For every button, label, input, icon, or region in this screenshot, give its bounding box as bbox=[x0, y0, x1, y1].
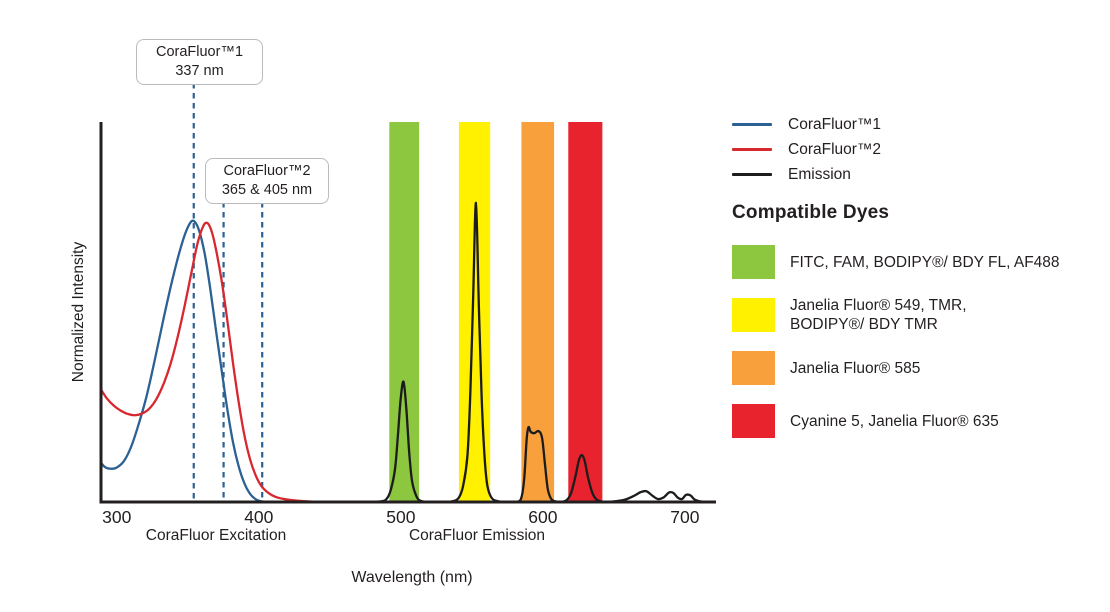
dye-item-label: Cyanine 5, Janelia Fluor® 635 bbox=[790, 412, 999, 430]
corafluor2-excitation-curve bbox=[99, 221, 331, 504]
filter-band-yellow bbox=[458, 122, 491, 502]
annotation-value: 365 & 405 nm bbox=[221, 182, 313, 198]
emission-section-label: CoraFluor Emission bbox=[408, 527, 546, 544]
annotation-value: 337 nm bbox=[175, 63, 224, 79]
annotation-title: CoraFluor™2 bbox=[223, 163, 311, 179]
legend-item: Emission bbox=[732, 162, 1107, 187]
emission-line-swatch bbox=[732, 173, 772, 176]
legend-item-label: CoraFluor™1 bbox=[788, 115, 882, 133]
compatible-dyes-heading: Compatible Dyes bbox=[732, 202, 890, 223]
corafluor1-excitation-curve bbox=[99, 219, 272, 504]
y-axis-title: Normalized Intensity bbox=[70, 241, 87, 383]
legend-item: CoraFluor™2 bbox=[732, 137, 1107, 162]
x-tick-label-300: 300 bbox=[102, 507, 131, 527]
corafluor1-line-swatch bbox=[732, 123, 772, 126]
dye-item-label: Janelia Fluor® 585 bbox=[790, 359, 921, 377]
legend-item-label: CoraFluor™2 bbox=[788, 140, 882, 158]
dye-item: Janelia Fluor® 585 bbox=[732, 351, 1107, 385]
dye-item: Janelia Fluor® 549, TMR, BODIPY®/ BDY TM… bbox=[732, 297, 1107, 333]
compatible-dyes-list: FITC, FAM, BODIPY®/ BDY FL, AF488 Janeli… bbox=[732, 245, 1107, 438]
annotation-title: CoraFluor™1 bbox=[155, 44, 244, 60]
x-tick-label-500: 500 bbox=[386, 507, 415, 527]
legend-item-label: Emission bbox=[788, 165, 851, 183]
annotation-box-corafluor2: CoraFluor™2 365 & 405 nm bbox=[205, 158, 329, 204]
red-dye-swatch bbox=[732, 404, 775, 438]
annotation-box-corafluor1: CoraFluor™1 337 nm bbox=[136, 39, 263, 85]
dye-item: Cyanine 5, Janelia Fluor® 635 bbox=[732, 404, 1107, 438]
filter-band-green bbox=[389, 122, 420, 502]
legend-panel: CoraFluor™1 CoraFluor™2 Emission Compati… bbox=[732, 112, 1107, 457]
orange-dye-swatch bbox=[732, 351, 775, 385]
x-tick-label-400: 400 bbox=[244, 507, 273, 527]
dye-item-label: Janelia Fluor® 549, TMR, BODIPY®/ BDY TM… bbox=[790, 297, 967, 333]
excitation-section-label: CoraFluor Excitation bbox=[145, 527, 287, 544]
yellow-dye-swatch bbox=[732, 298, 775, 332]
x-tick-label-700: 700 bbox=[670, 507, 699, 527]
corafluor2-line-swatch bbox=[732, 148, 772, 151]
green-dye-swatch bbox=[732, 245, 775, 279]
dye-item-label: FITC, FAM, BODIPY®/ BDY FL, AF488 bbox=[790, 253, 1060, 271]
x-axis-title: Wavelength (nm) bbox=[351, 569, 473, 586]
dye-item: FITC, FAM, BODIPY®/ BDY FL, AF488 bbox=[732, 245, 1107, 279]
filter-band-red bbox=[568, 122, 603, 502]
legend-item: CoraFluor™1 bbox=[732, 112, 1107, 137]
x-tick-label-600: 600 bbox=[528, 507, 557, 527]
